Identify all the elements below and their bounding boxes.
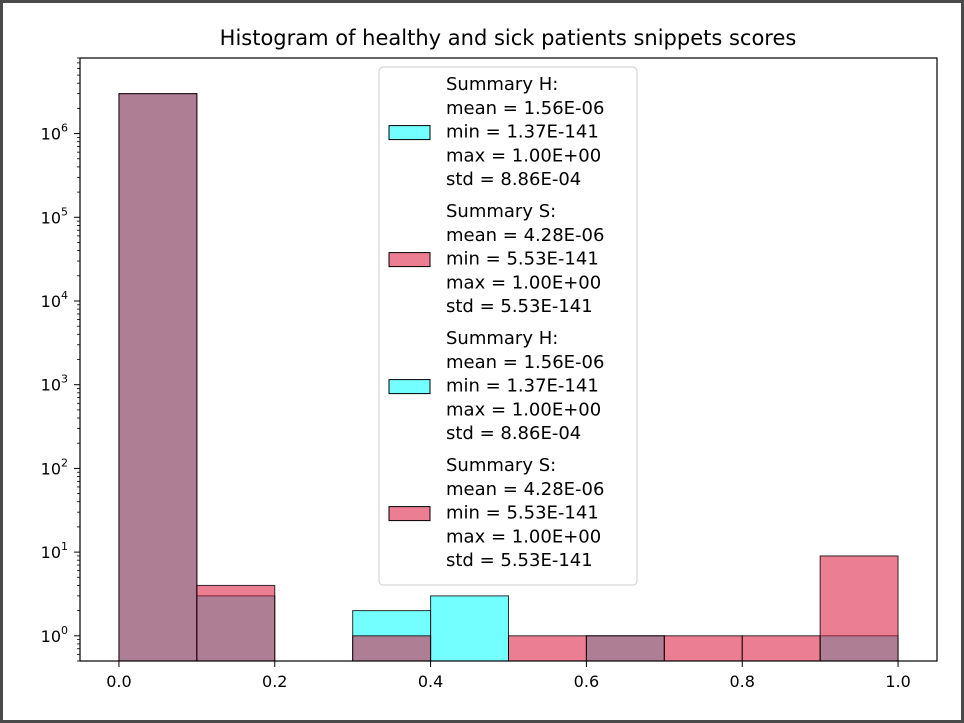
legend-text-line: std = 5.53E-141 xyxy=(446,296,593,317)
y-tick-label: 105 xyxy=(41,205,68,227)
legend-text-line: Summary S: xyxy=(446,455,556,476)
legend-swatch-1 xyxy=(388,252,431,268)
y-tick-label: 100 xyxy=(41,624,68,646)
legend-text-line: max = 1.00E+00 xyxy=(446,272,601,293)
legend-text-line: std = 8.86E-04 xyxy=(446,169,581,190)
legend-swatch-2 xyxy=(388,379,431,395)
bar-sick-8 xyxy=(741,635,821,662)
legend-text-line: mean = 4.28E-06 xyxy=(446,225,604,246)
legend-text-line: max = 1.00E+00 xyxy=(446,145,601,166)
legend-text-line: Summary S: xyxy=(446,201,556,222)
plot-area xyxy=(118,93,899,662)
legend-text-line: mean = 1.56E-06 xyxy=(446,352,604,373)
legend-text-line: std = 5.53E-141 xyxy=(446,550,593,571)
legend-swatch-0 xyxy=(388,125,431,141)
y-tick-label: 101 xyxy=(41,540,68,562)
x-tick-label: 1.0 xyxy=(885,672,910,691)
chart-title: Histogram of healthy and sick patients s… xyxy=(220,26,797,50)
y-tick-label: 106 xyxy=(41,122,68,144)
legend-text-line: mean = 1.56E-06 xyxy=(446,98,604,119)
legend-text-line: max = 1.00E+00 xyxy=(446,399,601,420)
bar-sick-3 xyxy=(352,635,432,662)
bar-sick-5 xyxy=(508,635,587,662)
x-tick-label: 0.4 xyxy=(418,672,443,691)
legend-text-line: mean = 4.28E-06 xyxy=(446,479,604,500)
legend-text-line: min = 1.37E-141 xyxy=(446,376,599,397)
legend-swatch-3 xyxy=(388,506,431,522)
bar-sick-0 xyxy=(118,93,198,662)
legend-text-line: std = 8.86E-04 xyxy=(446,423,581,444)
x-tick-label: 0.8 xyxy=(730,672,755,691)
bar-sick-1 xyxy=(196,584,276,662)
legend-text-line: Summary H: xyxy=(446,328,558,349)
legend-text-line: min = 1.37E-141 xyxy=(446,122,599,143)
x-tick-label: 0.6 xyxy=(574,672,599,691)
y-tick-label: 103 xyxy=(41,373,68,395)
y-tick-label: 104 xyxy=(41,289,68,311)
legend-text-line: max = 1.00E+00 xyxy=(446,526,601,547)
legend-box xyxy=(378,66,638,586)
legend-text-line: Summary H: xyxy=(446,74,558,95)
bar-sick-6 xyxy=(585,635,665,662)
y-tick-label: 102 xyxy=(41,456,68,478)
bar-sick-9 xyxy=(819,555,899,662)
legend: Summary H: mean = 1.56E-06 min = 1.37E-141… xyxy=(378,66,638,586)
x-tick-label: 0.2 xyxy=(262,672,287,691)
bar-sick-7 xyxy=(663,635,743,662)
x-tick-label: 0.0 xyxy=(106,672,131,691)
legend-text-line: min = 5.53E-141 xyxy=(446,249,599,270)
bar-healthy-4 xyxy=(430,595,509,662)
legend-text-line: min = 5.53E-141 xyxy=(446,503,599,524)
